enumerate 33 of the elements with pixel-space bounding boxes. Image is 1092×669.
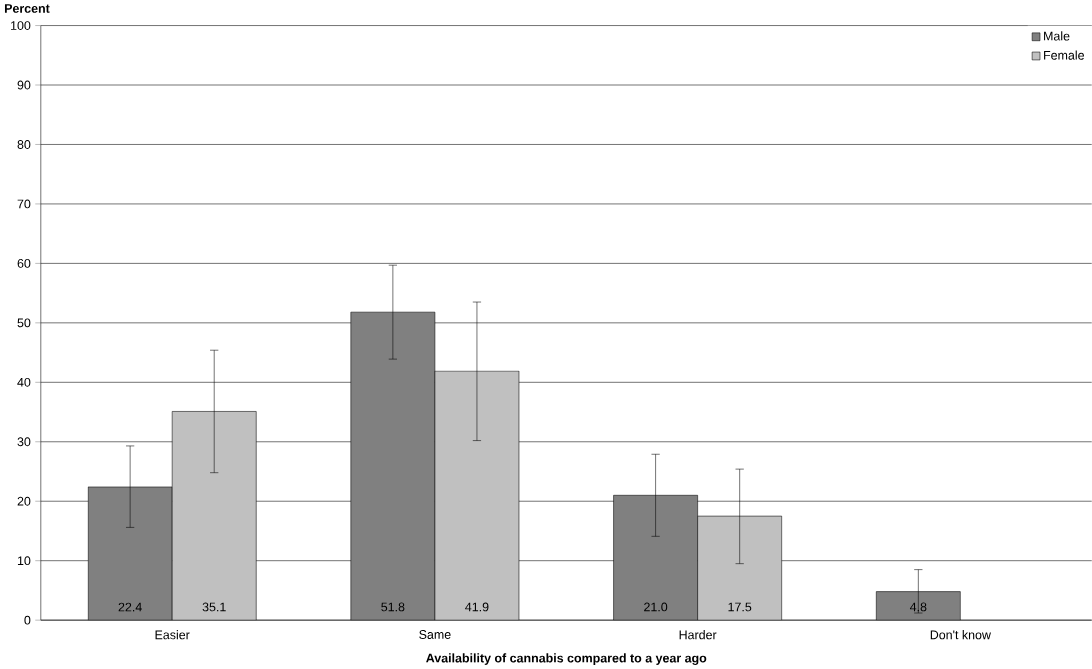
bar bbox=[876, 591, 961, 621]
bar bbox=[434, 370, 520, 621]
y-tick-label: 50 bbox=[17, 318, 31, 328]
x-tick-label: Easier bbox=[155, 630, 190, 640]
bar bbox=[697, 515, 782, 621]
data-label: 17.5 bbox=[728, 602, 752, 612]
y-tick-label: 0 bbox=[24, 615, 31, 625]
y-tick-label: 60 bbox=[17, 258, 31, 268]
data-label: 21.0 bbox=[644, 602, 668, 612]
y-tick-label: 40 bbox=[17, 377, 31, 387]
y-tick-label: 70 bbox=[17, 199, 31, 209]
data-label: 22.4 bbox=[118, 602, 142, 612]
y-axis-title: Percent bbox=[4, 4, 50, 13]
data-label: 51.8 bbox=[381, 602, 405, 612]
data-label: 4.8 bbox=[909, 602, 927, 612]
bar bbox=[87, 486, 173, 621]
x-axis-title: Availability of cannabis compared to a year ago bbox=[426, 653, 707, 665]
y-tick-label: 10 bbox=[17, 556, 31, 566]
x-tick-label: Same bbox=[419, 630, 451, 639]
data-label: 35.1 bbox=[202, 602, 226, 612]
data-label: 41.9 bbox=[465, 602, 489, 612]
bar bbox=[613, 494, 698, 621]
y-tick-label: 80 bbox=[17, 139, 31, 149]
bar bbox=[171, 411, 257, 621]
y-tick-label: 100 bbox=[11, 21, 31, 30]
bar bbox=[350, 311, 436, 621]
legend-label: Male bbox=[1044, 31, 1070, 41]
legend-label: Female bbox=[1044, 50, 1084, 60]
y-tick-label: 20 bbox=[17, 496, 31, 506]
y-tick-label: 90 bbox=[17, 80, 31, 90]
x-tick-label: Harder bbox=[679, 630, 717, 640]
x-tick-label: Don't know bbox=[930, 630, 991, 640]
y-tick-label: 30 bbox=[17, 437, 31, 447]
